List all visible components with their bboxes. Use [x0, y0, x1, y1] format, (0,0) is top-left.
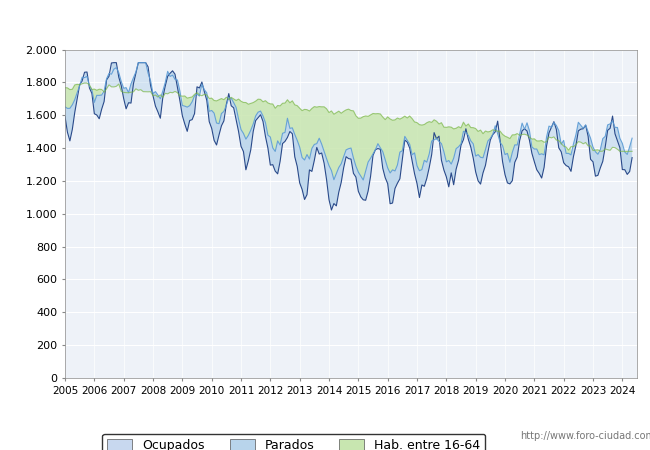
Legend: Ocupados, Parados, Hab. entre 16-64: Ocupados, Parados, Hab. entre 16-64: [102, 433, 486, 450]
Text: http://www.foro-ciudad.com: http://www.foro-ciudad.com: [520, 431, 650, 441]
Text: Real de Gandía - Evolucion de la poblacion en edad de Trabajar Mayo de 2024: Real de Gandía - Evolucion de la poblaci…: [64, 14, 586, 27]
